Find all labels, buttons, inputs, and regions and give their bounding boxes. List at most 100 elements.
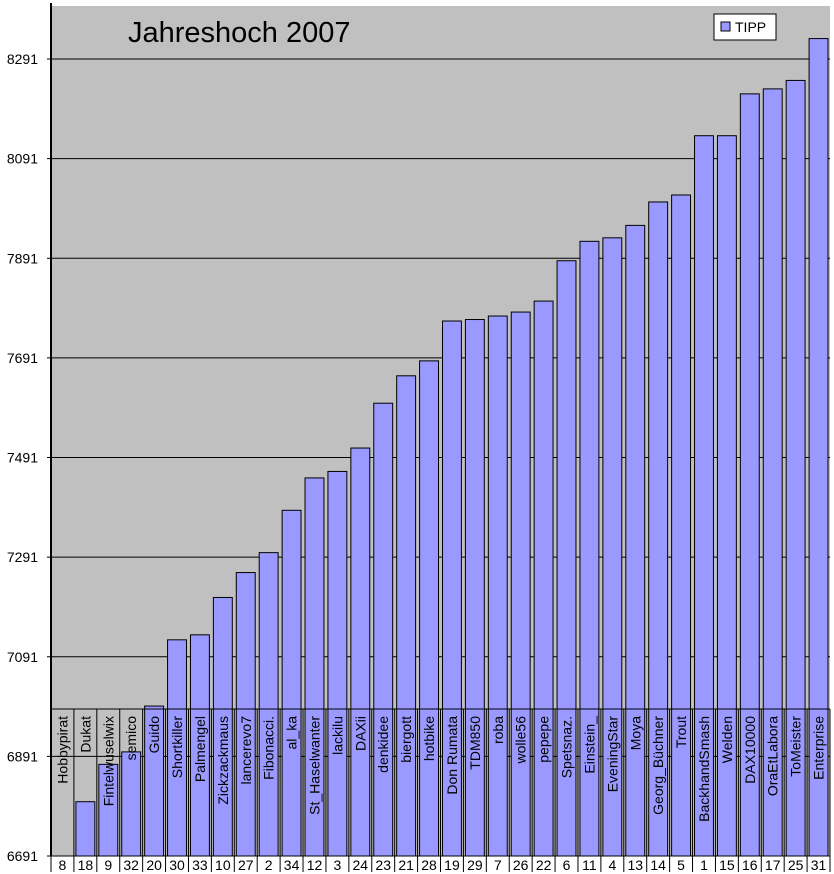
x-id-label: 29 [467, 857, 483, 873]
y-tick-label: 7891 [7, 250, 38, 266]
bar [419, 360, 439, 857]
x-id-label: 12 [307, 857, 323, 873]
bar [327, 470, 348, 857]
category-label: Dukat [77, 716, 93, 753]
bar [396, 375, 417, 857]
category-label: Fintelwuselwix [100, 716, 116, 806]
bar [464, 319, 485, 857]
x-id-label: 14 [650, 857, 666, 873]
bar [510, 311, 531, 857]
x-id-label: 2 [265, 857, 273, 873]
x-id-label: 20 [146, 857, 162, 873]
x-id-label: 1 [700, 857, 708, 873]
x-id-label: 3 [333, 857, 341, 873]
bar [235, 572, 256, 857]
category-label: Trout [673, 716, 689, 748]
bar [258, 552, 279, 857]
y-tick-label: 7691 [7, 350, 38, 366]
bar [625, 224, 646, 857]
category-label: Georg_Büchner [650, 716, 666, 815]
category-label: Moya [627, 716, 643, 750]
x-id-label: 9 [104, 857, 112, 873]
category-label: OraEtLabora [765, 716, 781, 796]
category-label: biergott [398, 716, 414, 763]
category-label: DAXii [352, 716, 368, 751]
category-label: EveningStar [604, 716, 620, 793]
bar [671, 194, 692, 857]
category-label: al_ka [284, 716, 300, 750]
legend-swatch [720, 21, 731, 32]
y-tick-label: 8291 [7, 51, 38, 67]
category-label: Welden [719, 716, 735, 763]
bar [487, 315, 508, 857]
category-label: Zickzackmaus [215, 716, 231, 805]
category-label: Shortkiller [169, 716, 185, 779]
category-label: ToMeister [788, 716, 804, 777]
y-tick-label: 7091 [7, 649, 38, 665]
category-label: Einstein_ [581, 716, 597, 774]
category-label: St_Haselwanter [306, 716, 322, 815]
x-id-label: 4 [608, 857, 616, 873]
legend-label: TIPP [735, 19, 766, 35]
category-label: roba [490, 716, 506, 744]
legend: TIPP [713, 13, 777, 41]
category-label: TDM850 [467, 716, 483, 770]
x-id-label: 7 [494, 857, 502, 873]
category-label: Enterprise [811, 716, 827, 780]
bar [533, 300, 554, 857]
category-label: wolle56 [513, 716, 529, 765]
x-id-label: 31 [811, 857, 827, 873]
chart-title: Jahreshoch 2007 [128, 17, 351, 49]
x-id-label: 19 [444, 857, 460, 873]
x-id-label: 21 [398, 857, 414, 873]
category-label: Fibonacci. [261, 716, 277, 780]
bar [373, 402, 394, 857]
bars [75, 38, 829, 857]
x-id-label: 25 [788, 857, 804, 873]
category-label: BackhandSmash [696, 716, 712, 822]
x-id-label: 10 [215, 857, 231, 873]
bar [281, 509, 302, 857]
y-tick-label: 7491 [7, 450, 38, 466]
x-id-label: 11 [582, 857, 597, 873]
category-label: hotbike [421, 716, 437, 761]
x-id-label: 32 [123, 857, 139, 873]
x-id-label: 16 [742, 857, 758, 873]
category-label: Hobbypirat [54, 716, 70, 784]
category-label: Palmengel [192, 716, 208, 782]
x-id-label: 17 [765, 857, 781, 873]
category-label-band: Hobbypirat Dukat Fintelwuselwix semico Guido… [50, 708, 831, 856]
x-id-label: 6 [563, 857, 571, 873]
bar [121, 751, 142, 857]
y-tick-label: 6891 [7, 748, 38, 764]
category-label: DAX10000 [742, 716, 758, 784]
y-tick-label: 6691 [7, 848, 38, 864]
x-id-label: 22 [536, 857, 552, 873]
bar [75, 801, 96, 857]
x-id-label: 30 [169, 857, 185, 873]
x-id-label: 28 [421, 857, 437, 873]
category-label: lancerevo7 [238, 716, 254, 785]
category-label: semico [123, 716, 139, 761]
category-label: Guido [146, 716, 162, 754]
x-axis: 8 18 9 32 20 30 33 10 27 2 34 12 3 24 23 21 28 19 29 7 26 22 6… [50, 855, 831, 873]
x-id-label: 13 [627, 857, 643, 873]
x-id-label: 33 [192, 857, 208, 873]
x-id-label: 26 [513, 857, 529, 873]
x-id-label: 23 [375, 857, 391, 873]
x-id-label: 5 [677, 857, 685, 873]
x-id-label: 18 [78, 857, 94, 873]
y-tick-label: 8091 [7, 151, 38, 167]
category-label: Don Rumata [444, 716, 460, 795]
x-id-label: 15 [719, 857, 735, 873]
x-id-label: 27 [238, 857, 254, 873]
bar [350, 447, 371, 857]
category-label: denkidee [375, 716, 391, 773]
category-label: pepepe [536, 716, 552, 763]
x-id-label: 34 [284, 857, 300, 873]
x-id-label: 8 [59, 857, 67, 873]
y-axis: 6691 6891 7091 7291 7491 7691 7891 8091 8291 [7, 3, 52, 864]
category-label: lackilu [329, 716, 345, 755]
x-id-label: 24 [353, 857, 369, 873]
